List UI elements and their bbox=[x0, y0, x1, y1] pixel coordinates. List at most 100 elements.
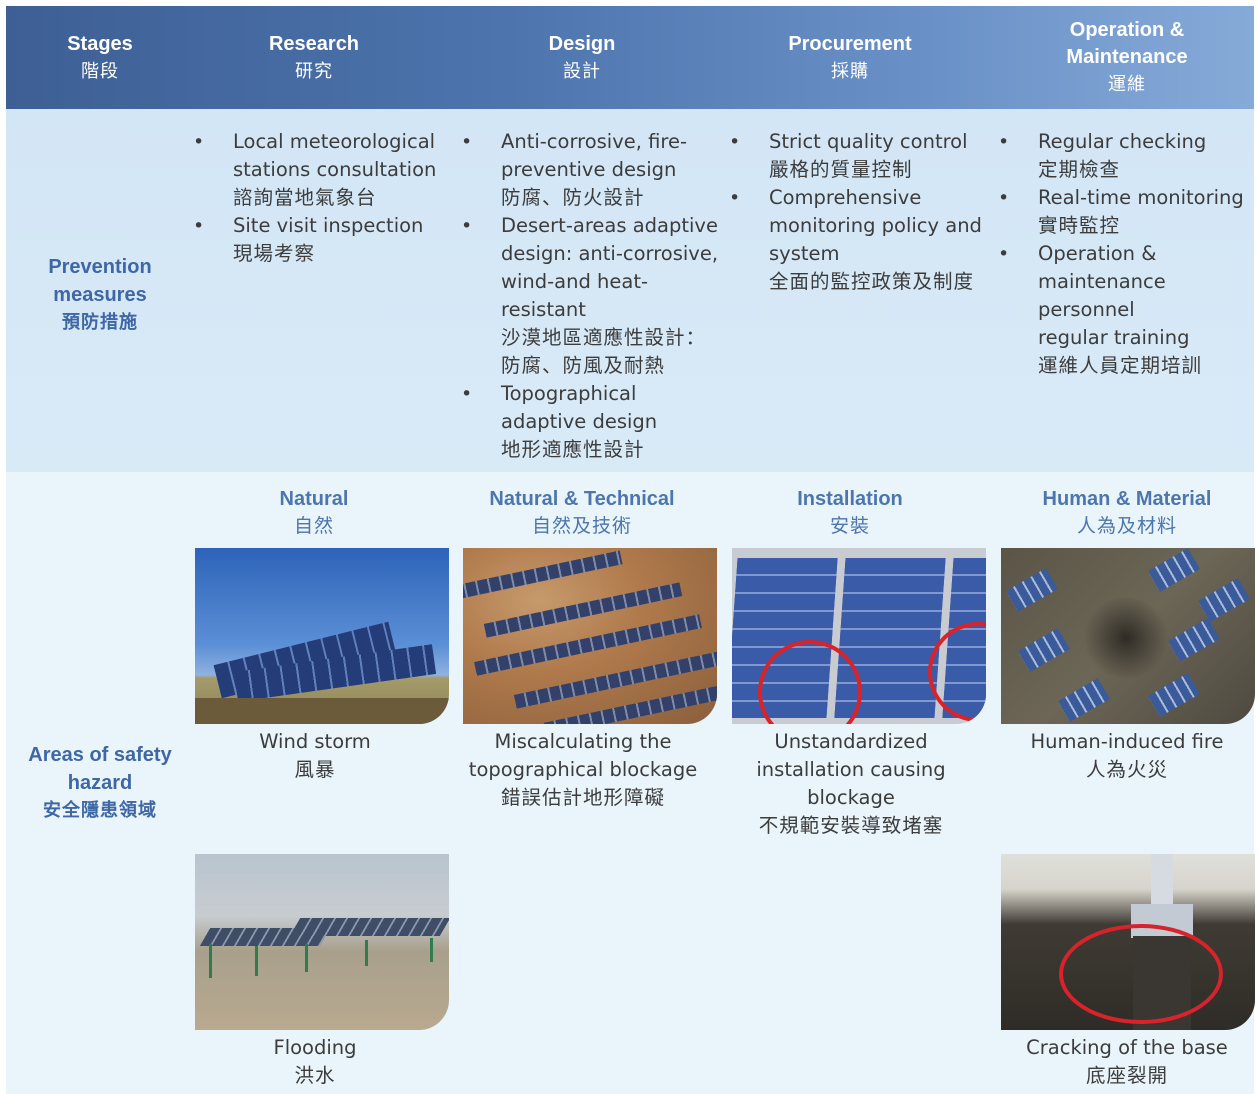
hazard-label-zh: 安全隱患領域 bbox=[43, 800, 157, 821]
header-operation-en-2: Maintenance bbox=[1066, 46, 1188, 68]
caption-en: Miscalculating the bbox=[494, 730, 672, 753]
panel-row-shape bbox=[463, 550, 623, 600]
solar-panel-shape bbox=[1148, 673, 1200, 717]
header-research-en: Research bbox=[268, 32, 360, 55]
header-design-zh: 設計 bbox=[563, 60, 601, 82]
category-natural-technical: Natural & Technical 自然及技術 bbox=[462, 486, 702, 540]
human-induced-fire-photo bbox=[1001, 548, 1255, 724]
solar-panel-shape bbox=[1168, 618, 1220, 662]
caption-en: Wind storm bbox=[259, 730, 371, 753]
category-en: Human & Material bbox=[1042, 488, 1212, 510]
item-en: Topographical bbox=[501, 382, 637, 405]
list-item: • Anti-corrosive, fire- preventive desig… bbox=[461, 128, 725, 212]
bullet-icon: • bbox=[998, 243, 1010, 265]
list-item: • Site visit inspection 現場考察 bbox=[193, 212, 455, 268]
caption-en: blockage bbox=[807, 786, 895, 809]
bullet-icon: • bbox=[998, 131, 1010, 153]
solar-array-shape bbox=[289, 918, 449, 936]
list-item: • Comprehensive monitoring policy and sy… bbox=[729, 184, 991, 296]
highlight-circle-icon bbox=[1059, 924, 1223, 1024]
caption-zh: 不規範安裝導致堵塞 bbox=[758, 814, 944, 837]
caption-en: Unstandardized bbox=[774, 730, 928, 753]
item-zh: 定期檢查 bbox=[1038, 158, 1121, 181]
wind-storm-photo bbox=[195, 548, 449, 724]
fence-post-shape bbox=[255, 946, 258, 976]
item-en: Comprehensive bbox=[769, 186, 922, 209]
stages-header-band: Stages 階段 Research 研究 Design 設計 Procurem… bbox=[6, 6, 1254, 109]
operation-measures-list: • Regular checking 定期檢查 • Real-time moni… bbox=[998, 128, 1254, 380]
bullet-icon: • bbox=[461, 215, 473, 237]
steel-pillar-shape bbox=[1151, 854, 1173, 914]
caption-en: Flooding bbox=[273, 1036, 357, 1059]
fence-post-shape bbox=[209, 944, 212, 978]
item-en: monitoring policy and bbox=[769, 214, 982, 237]
item-zh: 地形適應性設計 bbox=[501, 438, 645, 461]
flooding-caption: Flooding 洪水 bbox=[180, 1034, 450, 1090]
installation-blockage-photo bbox=[732, 548, 986, 724]
burnt-area-shape bbox=[1081, 598, 1171, 678]
caption-en: Human-induced fire bbox=[1030, 730, 1224, 753]
item-en: design: anti-corrosive, bbox=[501, 242, 719, 265]
bullet-icon: • bbox=[729, 131, 741, 153]
item-en: Local meteorological bbox=[233, 130, 436, 153]
header-stages: Stages 階段 bbox=[30, 6, 170, 109]
item-zh: 現場考察 bbox=[233, 242, 316, 265]
header-procurement-en: Procurement bbox=[788, 32, 912, 55]
ground-shape bbox=[195, 698, 449, 724]
header-stages-zh: 階段 bbox=[81, 60, 119, 82]
item-en: resistant bbox=[501, 298, 586, 321]
header-design: Design 設計 bbox=[462, 6, 702, 109]
header-procurement: Procurement 採購 bbox=[730, 6, 970, 109]
item-en: Desert-areas adaptive bbox=[501, 214, 718, 237]
bullet-icon: • bbox=[998, 187, 1010, 209]
caption-en: Cracking of the base bbox=[1026, 1036, 1228, 1059]
solar-panel-shape bbox=[1006, 568, 1058, 612]
bullet-icon: • bbox=[461, 383, 473, 405]
category-zh: 自然 bbox=[293, 515, 334, 537]
bullet-icon: • bbox=[193, 215, 205, 237]
item-en: Regular checking bbox=[1038, 130, 1207, 153]
highlight-circle-icon bbox=[758, 640, 862, 724]
header-operation-zh: 運維 bbox=[1108, 74, 1146, 95]
item-en: Anti-corrosive, fire- bbox=[501, 130, 688, 153]
wind-storm-caption: Wind storm 風暴 bbox=[180, 728, 450, 784]
list-item: • Desert-areas adaptive design: anti-cor… bbox=[461, 212, 725, 380]
solar-panel-shape bbox=[1018, 628, 1070, 672]
caption-zh: 人為火災 bbox=[1085, 758, 1168, 781]
bullet-icon: • bbox=[729, 187, 741, 209]
installation-caption: Unstandardized installation causing bloc… bbox=[716, 728, 986, 840]
category-en: Natural bbox=[279, 488, 349, 510]
category-en: Natural & Technical bbox=[489, 488, 675, 510]
item-en: wind-and heat- bbox=[501, 270, 649, 293]
fence-post-shape bbox=[365, 940, 368, 966]
caption-en: topographical blockage bbox=[468, 758, 698, 781]
category-natural: Natural 自然 bbox=[194, 486, 434, 540]
header-design-en: Design bbox=[548, 32, 616, 55]
item-zh: 實時監控 bbox=[1038, 214, 1121, 237]
research-measures-list: • Local meteorological stations consulta… bbox=[193, 128, 455, 268]
header-research: Research 研究 bbox=[194, 6, 434, 109]
item-en: adaptive design bbox=[501, 410, 658, 433]
fire-caption: Human-induced fire 人為火災 bbox=[992, 728, 1258, 784]
prevention-label: Prevention measures 預防措施 bbox=[20, 253, 180, 337]
item-en: Operation & bbox=[1038, 242, 1157, 265]
list-item: • Strict quality control 嚴格的質量控制 bbox=[729, 128, 991, 184]
item-zh: 運維人員定期培訓 bbox=[1038, 354, 1203, 377]
item-en: preventive design bbox=[501, 158, 677, 181]
hazard-label: Areas of safety hazard 安全隱患領域 bbox=[20, 741, 180, 825]
caption-en: installation causing bbox=[756, 758, 946, 781]
solar-panel-shape bbox=[1058, 678, 1110, 722]
solar-panel-shape bbox=[1198, 578, 1250, 622]
hazard-label-en-2: hazard bbox=[67, 772, 133, 794]
item-en: system bbox=[769, 242, 840, 265]
fence-post-shape bbox=[430, 938, 433, 962]
item-en: maintenance personnel bbox=[1038, 270, 1166, 321]
item-en: Strict quality control bbox=[769, 130, 968, 153]
item-zh: 全面的監控政策及制度 bbox=[769, 270, 975, 293]
caption-zh: 風暴 bbox=[294, 758, 336, 781]
item-zh: 防腐、防風及耐熱 bbox=[501, 354, 666, 377]
prevention-band bbox=[6, 109, 1254, 472]
cracking-base-photo bbox=[1001, 854, 1255, 1030]
solar-panel-shape bbox=[1148, 548, 1200, 592]
category-zh: 自然及技術 bbox=[531, 515, 632, 537]
